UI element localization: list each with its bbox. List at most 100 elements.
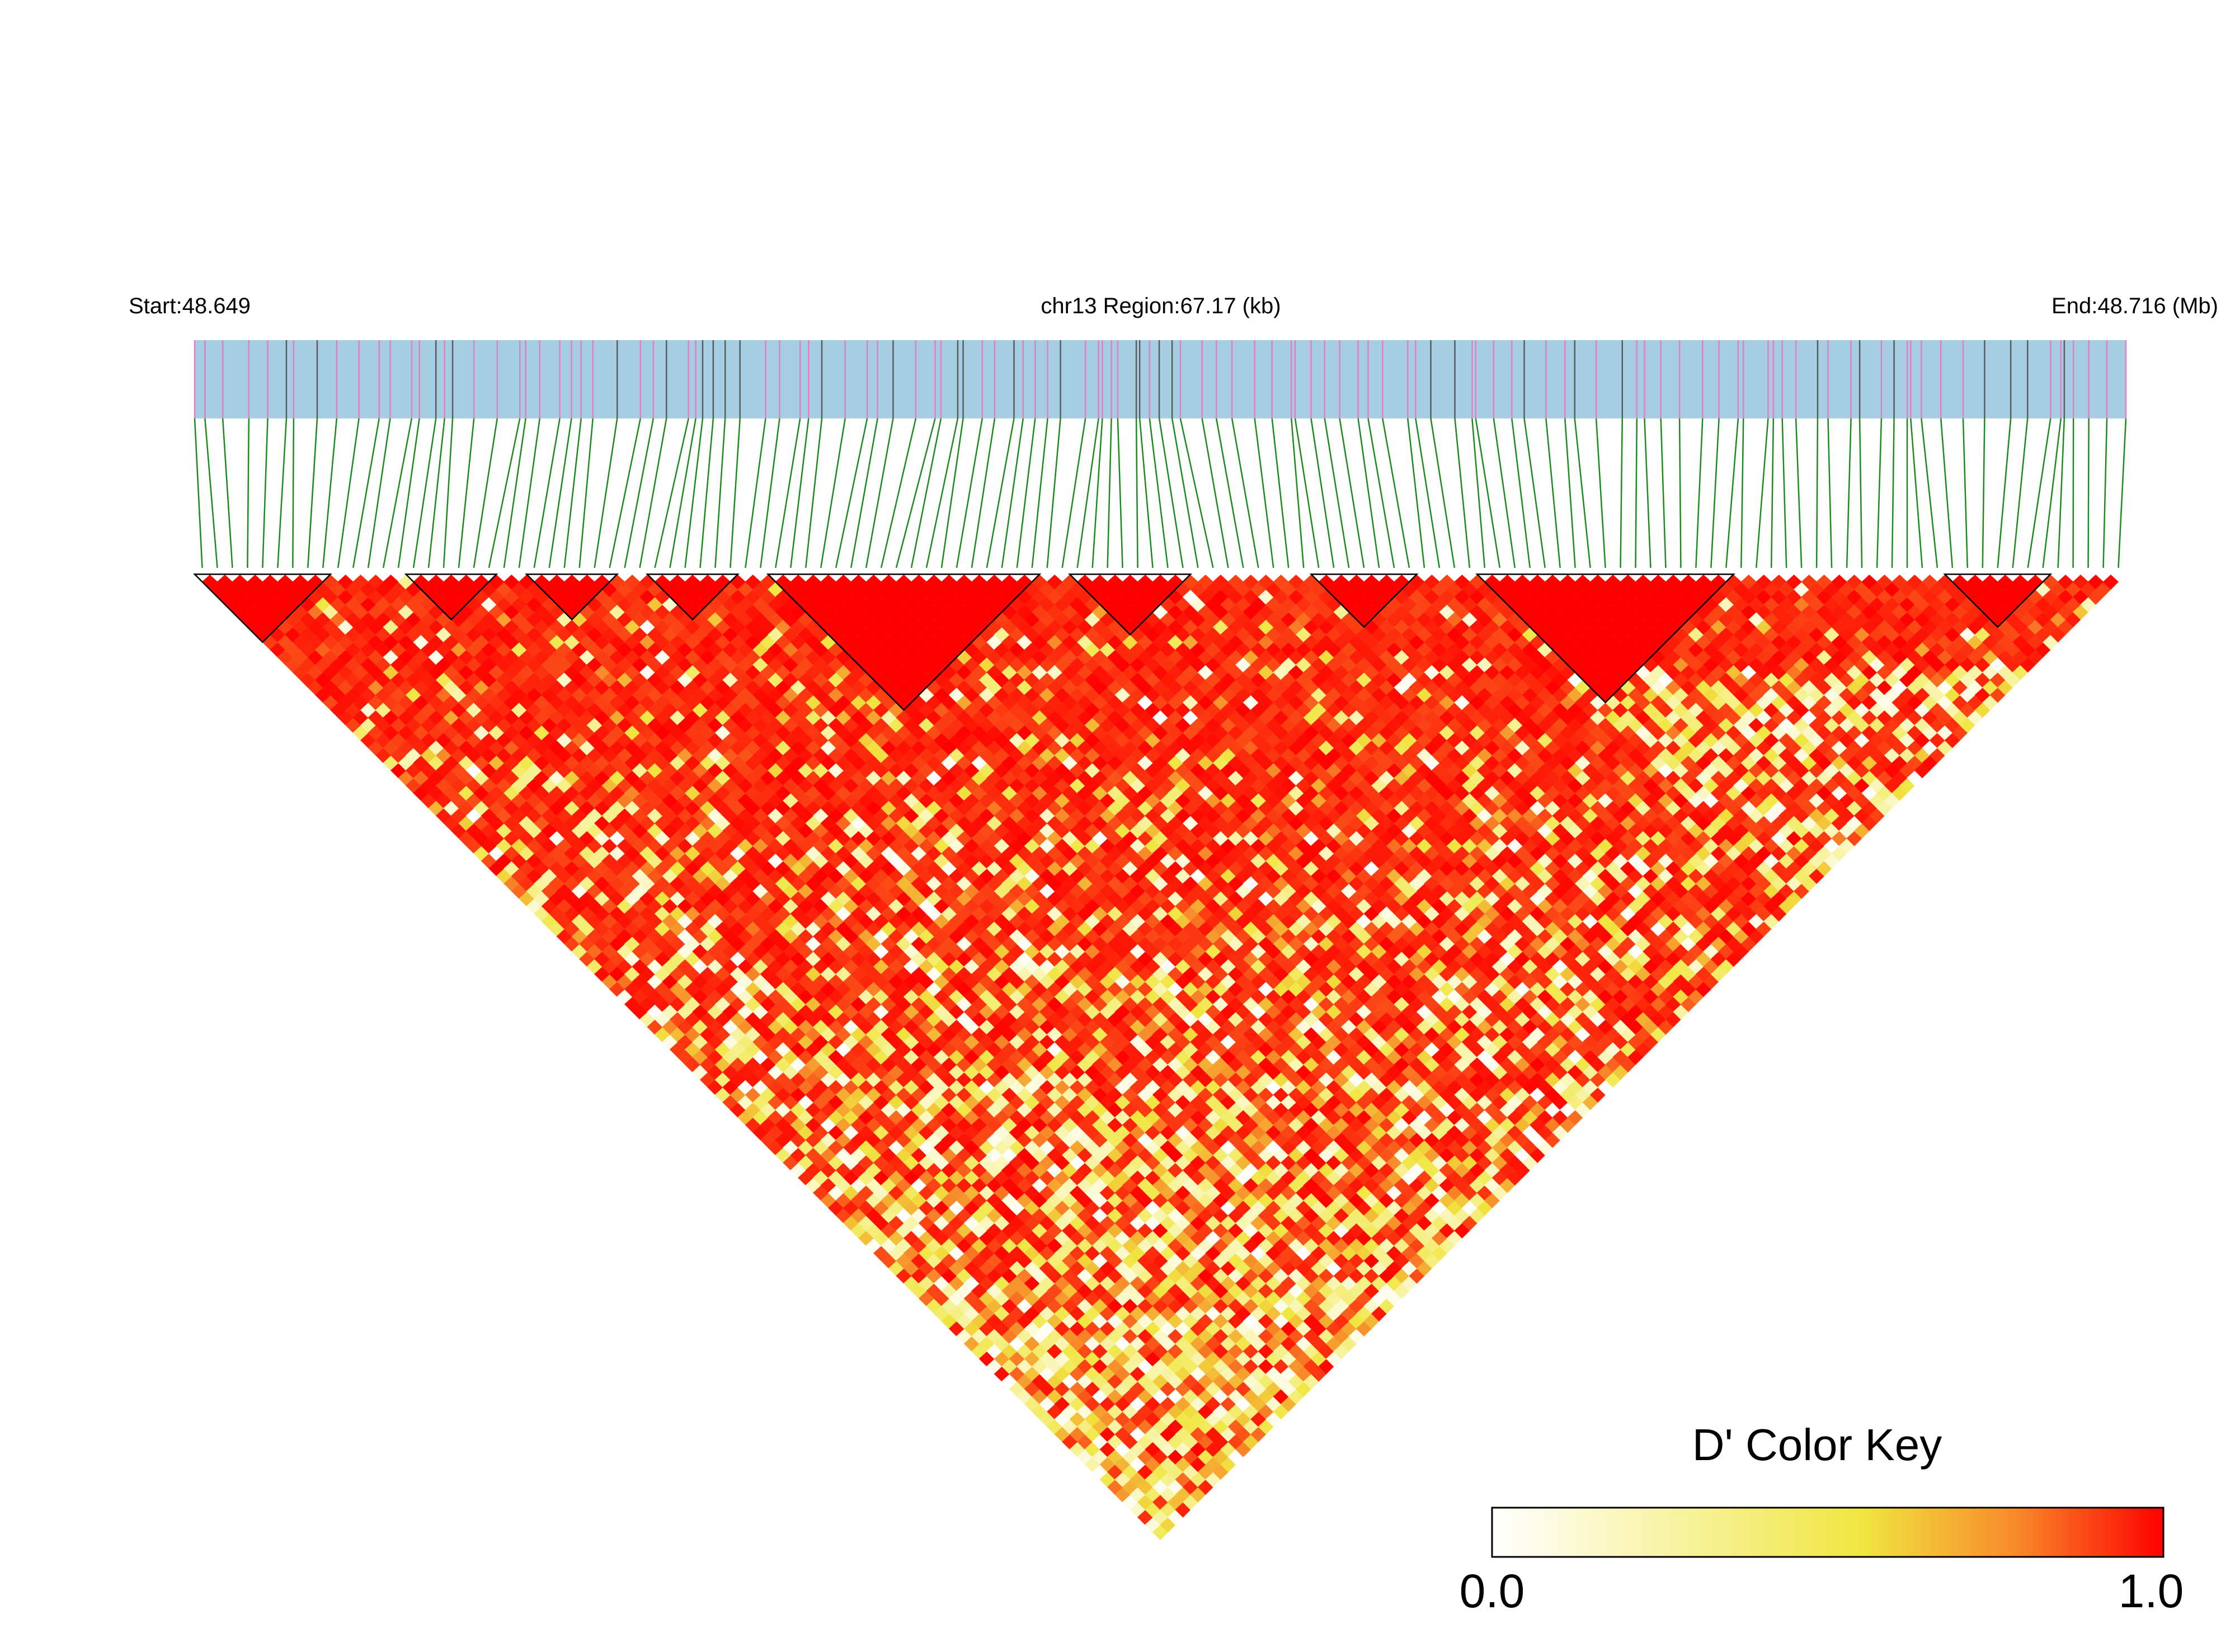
region-label: chr13 Region:67.17 (kb) — [1041, 294, 1281, 318]
snp-connector-line — [367, 418, 391, 568]
snp-connector-line — [204, 418, 218, 568]
end-position-label: End:48.716 (Mb) — [2052, 294, 2218, 318]
snp-connector-line — [1076, 418, 1099, 568]
snp-connector-line — [594, 418, 618, 568]
ld-cell — [835, 575, 851, 590]
snp-connector-line — [1215, 418, 1244, 568]
ld-cell — [232, 575, 248, 590]
snp-track — [194, 340, 2127, 418]
snp-connector-line — [699, 418, 714, 568]
snp-connector-line — [1339, 418, 1365, 568]
ld-cell — [352, 575, 369, 590]
ld-cell — [624, 575, 641, 590]
snp-connector-line — [1545, 418, 1561, 568]
snp-connector-line — [850, 418, 878, 568]
ld-cell — [745, 575, 761, 590]
snp-connector-line — [1770, 418, 1775, 568]
snp-connector-line — [895, 418, 936, 568]
snp-connector-line — [262, 418, 269, 568]
snp-connector-line — [1357, 418, 1380, 568]
snp-connector-line — [1415, 418, 1441, 568]
snp-connector-line — [533, 418, 561, 568]
snp-connector-line — [1016, 418, 1036, 568]
snp-connector-line — [1678, 418, 1682, 568]
ld-cell — [669, 575, 686, 590]
ld-cell — [368, 575, 384, 590]
snp-connector-line — [382, 418, 413, 568]
snp-connector-line — [1921, 418, 1938, 568]
snp-connector-line — [1475, 418, 1501, 568]
snp-connector-line — [880, 418, 917, 568]
snp-connector-line — [1367, 418, 1395, 568]
ld-cell — [307, 575, 323, 590]
ld-cell — [443, 575, 459, 590]
ld-cell — [534, 575, 550, 590]
ld-cell — [201, 575, 218, 590]
snp-connector-line — [322, 418, 338, 568]
snp-connector-line — [1179, 418, 1214, 568]
snp-connector-line — [745, 418, 766, 568]
snp-connector-line — [760, 418, 780, 568]
snp-connector-line — [790, 418, 810, 568]
snp-connector-line — [2027, 418, 2052, 568]
snp-connector-line — [730, 418, 741, 568]
snp-connector-line — [1644, 418, 1651, 568]
snp-connector-line — [1511, 418, 1531, 568]
snp-connector-line — [1407, 418, 1425, 568]
snp-connector-line — [1454, 418, 1471, 568]
ld-cell — [262, 575, 278, 590]
snp-connector-line — [956, 418, 983, 568]
snp-connector-line — [1574, 418, 1591, 568]
snp-connector-line — [684, 418, 704, 568]
snp-connector-line — [1756, 418, 1769, 568]
snp-track-background — [195, 340, 2126, 418]
snp-connector-line — [1846, 418, 1852, 568]
ld-cell — [292, 575, 308, 590]
snp-connector-line — [503, 418, 526, 568]
snp-connector-line — [1635, 418, 1638, 568]
snp-connector-line — [1740, 418, 1744, 568]
ld-cell — [458, 575, 474, 590]
snp-connector-line — [578, 418, 594, 568]
ld-cell — [594, 575, 610, 590]
snp-connector-line — [1231, 418, 1259, 568]
snp-connector-line — [925, 418, 959, 568]
ld-cell — [217, 575, 233, 590]
snp-connector-line — [488, 418, 521, 568]
ld-cell — [504, 575, 520, 590]
snp-connector-line — [1061, 418, 1086, 568]
snp-connector-line — [910, 418, 942, 568]
snp-connector-line — [292, 418, 295, 568]
snp-connector-line — [1940, 418, 1954, 568]
snp-connector-line — [1471, 418, 1486, 568]
snp-connector-line — [518, 418, 541, 568]
snp-connector-line — [1876, 418, 1883, 568]
ld-cell — [413, 575, 429, 590]
ld-cell — [564, 575, 580, 590]
snp-connector-line — [2072, 418, 2074, 568]
snp-connector-line — [1135, 418, 1138, 568]
snp-connector-line — [1290, 418, 1305, 568]
snp-connector-line — [1430, 418, 1456, 568]
snp-connector-line — [473, 418, 498, 568]
ld-cell — [277, 575, 293, 590]
snp-connector-line — [1091, 418, 1103, 568]
ld-cell — [850, 575, 867, 590]
snp-connector-line — [194, 418, 203, 568]
snp-connector-line — [2102, 418, 2108, 568]
ld-cell — [549, 575, 565, 590]
snp-connector-line — [654, 418, 689, 568]
snp-connector-line — [1827, 418, 1833, 568]
snp-connector-line — [1171, 418, 1199, 568]
snp-connector-line — [427, 418, 445, 568]
ld-cell — [865, 575, 882, 590]
snp-connector-line — [639, 418, 667, 568]
snp-connector-line — [222, 418, 233, 568]
snp-connector-line — [1620, 418, 1624, 568]
snp-connector-line — [1138, 418, 1154, 568]
snp-connector-line — [397, 418, 420, 568]
ld-heatmap-cells — [201, 575, 2119, 1541]
snp-connector-line — [1001, 418, 1024, 568]
snp-connector-line — [1158, 418, 1184, 568]
ld-cell — [428, 575, 444, 590]
